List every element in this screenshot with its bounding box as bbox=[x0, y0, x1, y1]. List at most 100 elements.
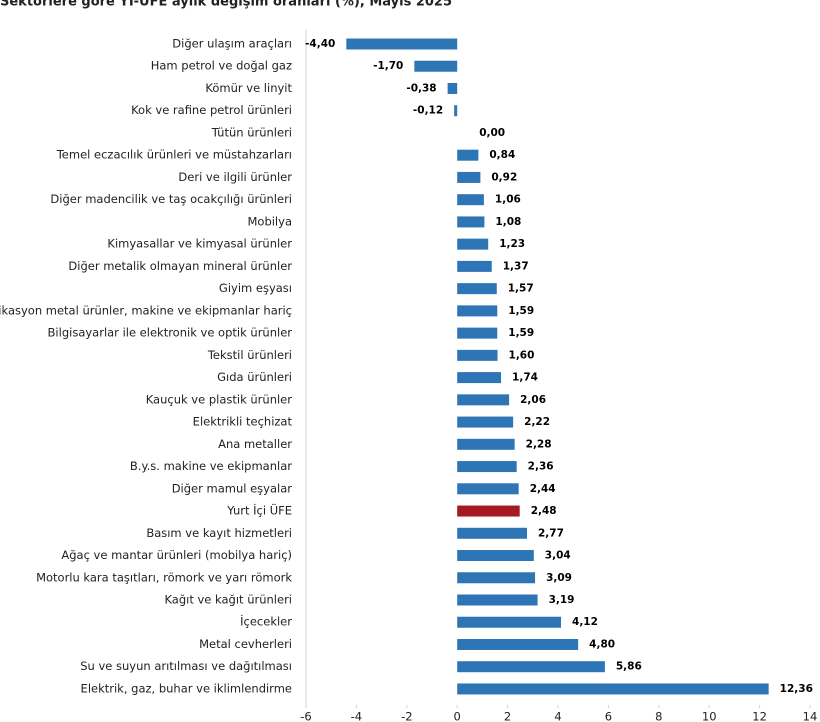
bar bbox=[457, 305, 498, 317]
value-label: 1,74 bbox=[512, 372, 538, 384]
y-tick-label: Deri ve ilgili ürünler bbox=[178, 170, 292, 184]
y-tick-label: Tekstil ürünleri bbox=[207, 348, 292, 362]
y-tick-label: Diğer madencilik ve taş ocakçılığı ürünl… bbox=[50, 192, 292, 206]
y-tick-label: Basım ve kayıt hizmetleri bbox=[146, 526, 292, 540]
bar bbox=[457, 683, 769, 695]
x-tick-label: -4 bbox=[351, 710, 362, 722]
y-tick-label: B.y.s. makine ve ekipmanlar bbox=[130, 459, 292, 473]
bar bbox=[457, 505, 520, 517]
y-tick-label: Kok ve rafine petrol ürünleri bbox=[131, 103, 292, 117]
bar bbox=[447, 82, 458, 94]
value-label: 4,12 bbox=[572, 616, 598, 628]
value-label: 3,09 bbox=[546, 572, 572, 584]
bar bbox=[457, 416, 514, 428]
x-tick-label: -6 bbox=[300, 710, 311, 722]
value-label: 2,22 bbox=[524, 416, 550, 428]
y-tick-label: Kömür ve linyit bbox=[205, 81, 292, 95]
value-label: 4,80 bbox=[589, 638, 615, 650]
y-tick-label: Metal cevherleri bbox=[199, 637, 292, 651]
bar bbox=[346, 38, 458, 50]
value-label: -4,40 bbox=[305, 38, 335, 50]
value-label: 1,59 bbox=[508, 327, 534, 339]
bar bbox=[457, 349, 498, 361]
y-tick-label: Kauçuk ve plastik ürünler bbox=[146, 392, 293, 406]
x-tick-label: -2 bbox=[401, 710, 412, 722]
bar bbox=[457, 171, 481, 183]
bar bbox=[457, 483, 519, 495]
bar bbox=[457, 661, 605, 673]
y-tick-label: Ağaç ve mantar ürünleri (mobilya hariç) bbox=[61, 548, 292, 562]
value-label: 3,19 bbox=[549, 594, 575, 606]
y-tick-label: Su ve suyun arıtılması ve dağıtılması bbox=[80, 659, 292, 673]
value-label: 1,37 bbox=[503, 260, 529, 272]
x-tick-label: 2 bbox=[504, 710, 511, 722]
y-tick-label: Bilgisayarlar ile elektronik ve optik ür… bbox=[48, 326, 293, 340]
value-label: 2,28 bbox=[526, 438, 552, 450]
bar bbox=[457, 194, 484, 206]
x-tick-label: 14 bbox=[803, 710, 818, 722]
bar bbox=[457, 550, 534, 562]
value-label: 0,92 bbox=[491, 171, 517, 183]
chart-title: Sektörlere göre Yİ-ÜFE aylık değişim ora… bbox=[0, 0, 452, 10]
value-label: 2,06 bbox=[520, 394, 546, 406]
y-tick-label: Diğer mamul eşyalar bbox=[172, 481, 293, 495]
y-tick-label: Diğer ulaşım araçları bbox=[172, 37, 292, 51]
y-tick-label: Giyim eşyası bbox=[219, 281, 292, 295]
x-tick-label: 12 bbox=[752, 710, 767, 722]
value-label: -0,38 bbox=[406, 82, 436, 94]
x-tick-label: 0 bbox=[454, 710, 461, 722]
y-tick-label: Fabrikasyon metal ürünler, makine ve eki… bbox=[0, 303, 292, 317]
y-tick-label: Temel eczacılık ürünleri ve müstahzarlar… bbox=[56, 148, 292, 162]
value-label: -0,12 bbox=[413, 105, 443, 117]
y-tick-label: Mobilya bbox=[247, 214, 292, 228]
y-tick-label: Yurt İçi ÜFE bbox=[226, 502, 292, 518]
value-label: 2,77 bbox=[538, 527, 564, 539]
value-label: 5,86 bbox=[616, 661, 642, 673]
bar bbox=[457, 616, 562, 628]
value-label: 3,04 bbox=[545, 550, 571, 562]
y-tick-label: Gıda ürünleri bbox=[217, 370, 292, 384]
bar bbox=[457, 394, 510, 406]
y-tick-label: İçecekler bbox=[240, 614, 292, 629]
value-label: -1,70 bbox=[373, 60, 403, 72]
value-label: 2,36 bbox=[528, 461, 554, 473]
y-tick-label: Tütün ürünleri bbox=[211, 125, 292, 139]
value-label: 1,57 bbox=[508, 283, 534, 295]
x-tick-label: 6 bbox=[605, 710, 612, 722]
bar bbox=[457, 638, 579, 650]
x-tick-label: 4 bbox=[554, 710, 561, 722]
y-tick-label: Elektrikli teçhizat bbox=[193, 415, 293, 429]
value-label: 1,23 bbox=[499, 238, 525, 250]
bar bbox=[457, 283, 497, 295]
bar bbox=[457, 527, 528, 539]
value-label: 12,36 bbox=[780, 683, 813, 695]
y-tick-label: Ham petrol ve doğal gaz bbox=[151, 59, 292, 73]
bar bbox=[457, 327, 498, 339]
y-tick-label: Elektrik, gaz, buhar ve iklimlendirme bbox=[81, 681, 292, 695]
bar bbox=[457, 594, 538, 606]
value-label: 1,60 bbox=[509, 349, 535, 361]
bar bbox=[457, 216, 485, 228]
bar bbox=[454, 105, 458, 117]
bar bbox=[457, 438, 515, 450]
bar bbox=[457, 372, 502, 384]
x-tick-label: 10 bbox=[702, 710, 717, 722]
bar bbox=[457, 260, 492, 272]
y-tick-label: Ana metaller bbox=[218, 437, 292, 451]
value-label: 0,00 bbox=[479, 127, 505, 139]
bar bbox=[457, 238, 489, 250]
value-label: 0,84 bbox=[489, 149, 515, 161]
bar bbox=[414, 60, 458, 72]
value-label: 2,44 bbox=[530, 483, 556, 495]
y-tick-label: Kimyasallar ve kimyasal ürünler bbox=[107, 237, 292, 251]
y-tick-label: Diğer metalik olmayan mineral ürünler bbox=[68, 259, 292, 273]
value-label: 1,59 bbox=[508, 305, 534, 317]
y-tick-label: Kağıt ve kağıt ürünleri bbox=[164, 593, 292, 607]
bar bbox=[457, 572, 536, 584]
bar bbox=[457, 149, 479, 161]
x-tick-label: 8 bbox=[655, 710, 662, 722]
y-tick-label: Motorlu kara taşıtları, römork ve yarı r… bbox=[36, 570, 292, 584]
value-label: 2,48 bbox=[531, 505, 557, 517]
